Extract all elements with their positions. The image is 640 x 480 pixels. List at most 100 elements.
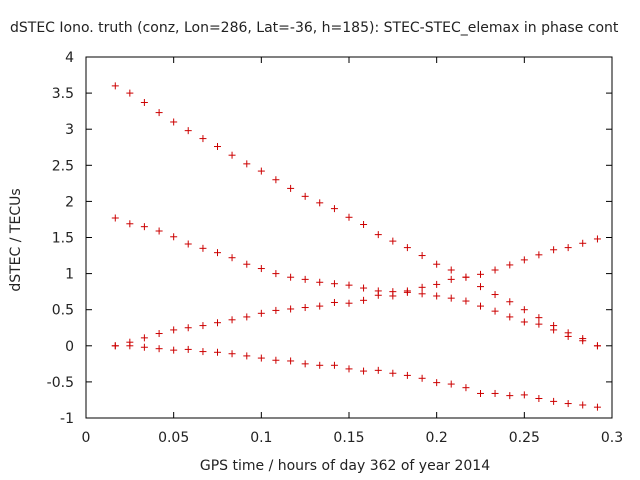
- y-tick-label: 1.5: [52, 231, 74, 247]
- data-point: [477, 302, 484, 310]
- data-point: [579, 401, 587, 409]
- data-point: [184, 345, 192, 353]
- x-axis: 0 0.05 0.1 0.15 0.2 0.25 0.3: [82, 57, 623, 446]
- data-point: [111, 214, 119, 222]
- x-tick-label: 0.15: [333, 430, 364, 446]
- data-point: [228, 254, 236, 262]
- data-point: [506, 392, 514, 400]
- data-point: [360, 221, 368, 229]
- y-axis-label: dSTEC / TECUs: [8, 188, 24, 291]
- data-point: [170, 326, 178, 334]
- data-point: [199, 244, 207, 252]
- data-point: [506, 298, 514, 306]
- data-point: [111, 82, 119, 90]
- data-point: [550, 397, 558, 405]
- data-point: [228, 316, 236, 324]
- data-point: [447, 294, 455, 302]
- data-point: [316, 199, 324, 207]
- data-point: [520, 391, 528, 399]
- data-point: [126, 220, 134, 228]
- data-point: [418, 283, 426, 291]
- data-point: [418, 290, 426, 298]
- data-point: [506, 313, 514, 321]
- data-point: [520, 318, 528, 326]
- data-point: [257, 354, 265, 362]
- data-point: [462, 297, 470, 305]
- data-point: [287, 357, 295, 365]
- data-point: [155, 109, 163, 117]
- y-tick-label: 3: [65, 122, 74, 138]
- y-tick-label: -0.5: [47, 375, 74, 391]
- chart-title: dSTEC Iono. truth (conz, Lon=286, Lat=-3…: [10, 20, 619, 36]
- y-tick-label: 0: [65, 339, 74, 355]
- data-point: [433, 379, 441, 387]
- data-point: [564, 329, 572, 337]
- data-point: [301, 192, 309, 200]
- data-point: [374, 366, 382, 374]
- data-point: [214, 348, 221, 356]
- data-point: [491, 291, 499, 299]
- data-point: [491, 307, 499, 315]
- data-point: [199, 348, 207, 356]
- data-point: [243, 260, 251, 268]
- data-point: [184, 324, 192, 332]
- data-point: [301, 360, 309, 368]
- x-tick-label: 0.25: [509, 430, 540, 446]
- data-point: [360, 284, 368, 292]
- data-point: [272, 270, 280, 278]
- x-tick-label: 0.1: [250, 430, 272, 446]
- data-point: [550, 322, 558, 330]
- data-point: [491, 266, 499, 274]
- y-axis: -1 -0.5 0 0.5 1 1.5 2 2.5 3 3.5 4: [47, 50, 612, 427]
- data-point: [564, 400, 572, 408]
- data-point: [345, 365, 353, 373]
- data-point: [170, 233, 178, 241]
- data-point: [140, 334, 148, 342]
- data-point: [374, 231, 382, 239]
- data-point: [199, 322, 207, 330]
- data-point: [593, 235, 601, 243]
- data-point: [330, 280, 338, 288]
- y-tick-label: 2: [65, 194, 74, 210]
- data-point: [184, 240, 192, 248]
- data-point: [477, 270, 484, 278]
- data-point: [360, 296, 368, 304]
- data-point: [345, 299, 353, 307]
- data-point: [243, 160, 251, 168]
- data-point: [257, 309, 265, 317]
- data-point: [535, 314, 543, 322]
- data-point: [316, 278, 324, 286]
- data-point: [330, 205, 338, 213]
- data-point: [214, 319, 221, 327]
- data-point: [257, 167, 265, 175]
- data-point: [462, 384, 470, 392]
- data-point: [403, 287, 411, 295]
- x-tick-label: 0.2: [426, 430, 448, 446]
- data-point: [214, 249, 221, 257]
- data-point: [462, 273, 470, 281]
- data-point: [272, 306, 280, 314]
- data-point: [520, 306, 528, 314]
- data-point: [433, 280, 441, 288]
- data-point: [345, 281, 353, 289]
- y-tick-label: 2.5: [52, 158, 74, 174]
- data-point: [506, 261, 514, 269]
- data-point: [389, 292, 397, 300]
- y-tick-label: -1: [60, 411, 74, 427]
- data-point: [389, 237, 397, 245]
- data-point: [228, 151, 236, 159]
- data-point: [374, 291, 382, 299]
- data-point: [360, 367, 368, 375]
- data-point: [520, 256, 528, 264]
- data-point: [243, 313, 251, 321]
- data-point: [564, 244, 572, 252]
- data-point: [447, 380, 455, 388]
- data-point: [330, 361, 338, 369]
- data-point: [155, 330, 163, 338]
- data-point: [126, 89, 134, 97]
- y-tick-label: 1: [65, 267, 74, 283]
- data-point: [550, 246, 558, 254]
- data-point: [126, 342, 134, 350]
- data-point: [199, 135, 207, 143]
